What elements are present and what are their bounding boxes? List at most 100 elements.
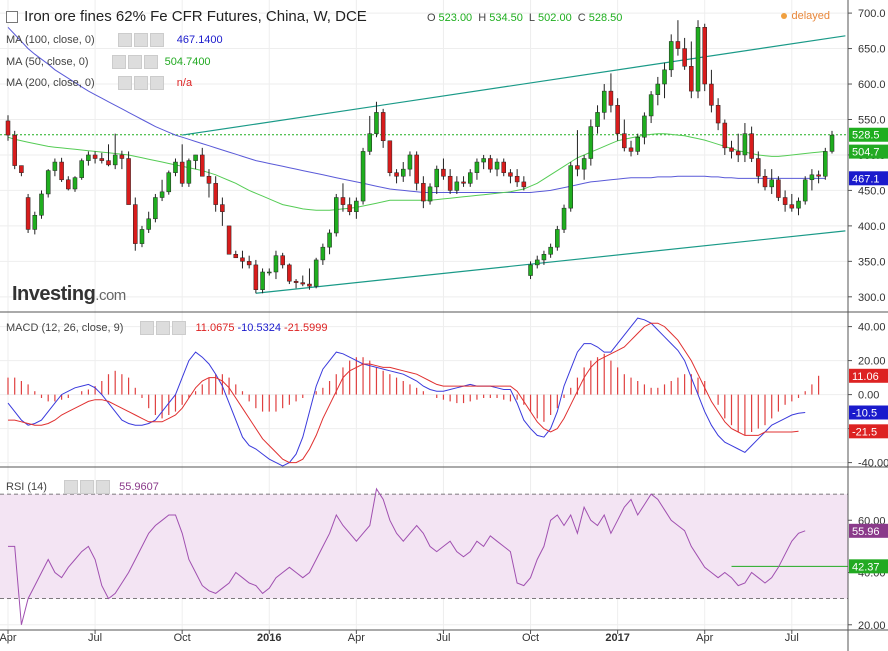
- collapse-icon[interactable]: [6, 11, 18, 24]
- candle-body: [756, 158, 761, 177]
- candle-body: [474, 161, 480, 173]
- x-tick-label: Apr: [696, 632, 713, 644]
- candle-body: [25, 197, 31, 230]
- candle-body: [327, 232, 332, 248]
- candle-body: [802, 179, 808, 202]
- candle-body: [561, 207, 567, 230]
- y-tick-label: 650.0: [858, 44, 886, 56]
- price-pane: [0, 20, 848, 294]
- candle-body: [200, 154, 205, 177]
- x-tick-label: 2016: [257, 632, 281, 644]
- candle-body: [796, 200, 801, 209]
- price-tag: [849, 171, 888, 186]
- y-tick-label: 450.0: [858, 185, 886, 197]
- ma100-legend[interactable]: MA (100, close, 0) 467.1400: [6, 33, 223, 47]
- candle-body: [133, 204, 138, 244]
- price-tag-label: -10.5: [852, 408, 877, 420]
- candle-body: [749, 133, 754, 159]
- ma200-legend[interactable]: MA (200, close, 0) n/a: [6, 76, 193, 90]
- trendline-lower: [255, 230, 846, 294]
- candle-body: [689, 66, 694, 92]
- price-tag-label: 55.96: [852, 526, 880, 538]
- candle-body: [347, 204, 352, 212]
- price-tag-label: 528.5: [852, 130, 880, 142]
- candle-body: [461, 181, 466, 184]
- candle-body: [481, 158, 486, 163]
- ma50-legend[interactable]: MA (50, close, 0) 504.7400: [6, 55, 211, 69]
- visibility-icon[interactable]: [127, 55, 142, 69]
- candle-body: [809, 174, 815, 181]
- y-tick-label: 400.0: [858, 221, 886, 233]
- macd-hist-value: 11.0675: [195, 321, 235, 334]
- x-tick-label: Apr: [0, 632, 17, 644]
- close-icon[interactable]: [96, 480, 111, 494]
- candle-body: [622, 133, 627, 149]
- candle-body: [762, 175, 768, 188]
- price-tag: [849, 523, 888, 538]
- candle-body: [394, 172, 399, 177]
- close-icon[interactable]: [149, 76, 164, 90]
- settings-icon[interactable]: [111, 55, 126, 69]
- price-tag: [849, 559, 888, 574]
- macd-line: [7, 317, 806, 467]
- candle-body: [407, 154, 413, 170]
- candle-body: [72, 177, 78, 190]
- rsi-pane: [0, 487, 848, 625]
- candle-body: [488, 158, 493, 170]
- candle-body: [260, 271, 265, 290]
- x-tick-label: Jul: [88, 632, 102, 644]
- candle-body: [173, 161, 178, 173]
- candle-body: [79, 160, 84, 178]
- price-tag: [849, 144, 888, 159]
- candle-body: [722, 122, 728, 149]
- candle-body: [186, 160, 192, 184]
- candle-body: [246, 261, 252, 266]
- candle-body: [695, 27, 701, 92]
- candle-body: [106, 160, 111, 166]
- candle-body: [354, 200, 359, 212]
- candle-body: [568, 165, 573, 209]
- candle-body: [313, 259, 319, 287]
- candle-body: [92, 154, 98, 159]
- settings-icon[interactable]: [117, 33, 132, 47]
- candle-body: [126, 158, 131, 205]
- visibility-icon[interactable]: [133, 76, 148, 90]
- macd-legend[interactable]: MACD (12, 26, close, 9) 11.0675 -10.5324…: [6, 321, 328, 335]
- candle-body: [340, 197, 346, 205]
- close-value: 528.50: [588, 12, 623, 24]
- candle-body: [414, 154, 419, 184]
- candle-body: [608, 90, 614, 106]
- visibility-icon[interactable]: [133, 33, 148, 47]
- close-icon[interactable]: [143, 55, 158, 69]
- ma50-value: 504.7400: [164, 55, 211, 68]
- visibility-icon[interactable]: [156, 321, 171, 335]
- settings-icon[interactable]: [140, 321, 155, 335]
- settings-icon[interactable]: [64, 480, 79, 494]
- candle-body: [709, 83, 714, 106]
- chart-title-row: Iron ore fines 62% Fe CFR Futures, China…: [6, 8, 625, 25]
- settings-icon[interactable]: [117, 76, 132, 90]
- candle-body: [166, 172, 172, 193]
- candle-body: [112, 154, 118, 166]
- rsi-legend[interactable]: RSI (14) 55.9607: [6, 480, 159, 494]
- candle-body: [380, 112, 386, 142]
- close-icon[interactable]: [149, 33, 164, 47]
- macd-line-value: -10.5324: [237, 321, 281, 334]
- candle-body: [581, 158, 587, 170]
- x-tick-label: Oct: [522, 632, 539, 644]
- visibility-icon[interactable]: [80, 480, 95, 494]
- candle-body: [521, 181, 527, 188]
- ma-line-1: [7, 133, 826, 211]
- rsi-zone: [0, 494, 848, 599]
- candle-body: [823, 151, 828, 177]
- candle-body: [548, 246, 553, 255]
- candle-body: [528, 264, 533, 276]
- y-tick-label: 0.00: [858, 390, 879, 402]
- candle-body: [715, 105, 721, 124]
- candle-body: [742, 133, 748, 156]
- candle-body: [441, 168, 446, 177]
- candle-body: [193, 154, 198, 161]
- close-icon[interactable]: [172, 321, 187, 335]
